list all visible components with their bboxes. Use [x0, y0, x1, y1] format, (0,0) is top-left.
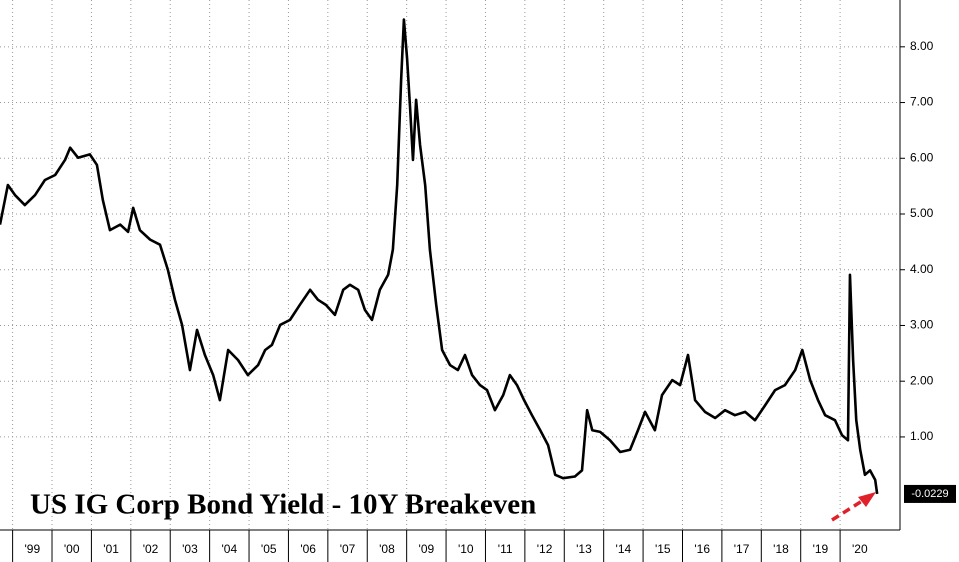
y-tick-label: 5.00 [910, 206, 934, 220]
grid [0, 0, 900, 530]
y-tick-label: 8.00 [910, 39, 934, 53]
arrow-line [831, 499, 863, 522]
x-tick-label: '08 [379, 542, 395, 556]
last-value-box [904, 484, 956, 503]
x-tick-label: '19 [813, 542, 829, 556]
y-tick-label: 7.00 [910, 95, 934, 109]
x-tick-label: '15 [655, 542, 671, 556]
x-tick-label: '20 [852, 542, 868, 556]
x-tick-label: '14 [616, 542, 632, 556]
arrow-head [858, 492, 876, 507]
x-tick-label: '02 [143, 542, 159, 556]
x-tick-label: '10 [458, 542, 474, 556]
x-tick-label: '17 [734, 542, 750, 556]
y-tick-label: 4.00 [910, 262, 934, 276]
x-tick-label: '16 [694, 542, 710, 556]
x-tick-label: '03 [182, 542, 198, 556]
x-tick-label: '18 [773, 542, 789, 556]
arrow [831, 492, 876, 522]
x-tick-label: '05 [261, 542, 277, 556]
y-tick-label: 2.00 [910, 373, 934, 387]
x-tick-label: '07 [340, 542, 356, 556]
chart-title: US IG Corp Bond Yield - 10Y Breakeven [30, 489, 536, 521]
x-tick-label: '13 [576, 542, 592, 556]
last-value-label: -0.0229 [911, 488, 948, 500]
y-tick-label: 3.00 [910, 318, 934, 332]
y-tick-label: 1.00 [910, 429, 934, 443]
x-tick-label: '00 [64, 542, 80, 556]
x-tick-label: '12 [537, 542, 553, 556]
x-tick-label: '99 [24, 542, 40, 556]
data-line [0, 18, 879, 495]
x-tick-label: '04 [222, 542, 238, 556]
y-tick-label: 6.00 [910, 150, 934, 164]
x-tick-label: '01 [103, 542, 119, 556]
marks [0, 18, 879, 495]
x-tick-label: '11 [498, 542, 513, 556]
x-tick-label: '09 [419, 542, 435, 556]
x-tick-label: '06 [300, 542, 316, 556]
